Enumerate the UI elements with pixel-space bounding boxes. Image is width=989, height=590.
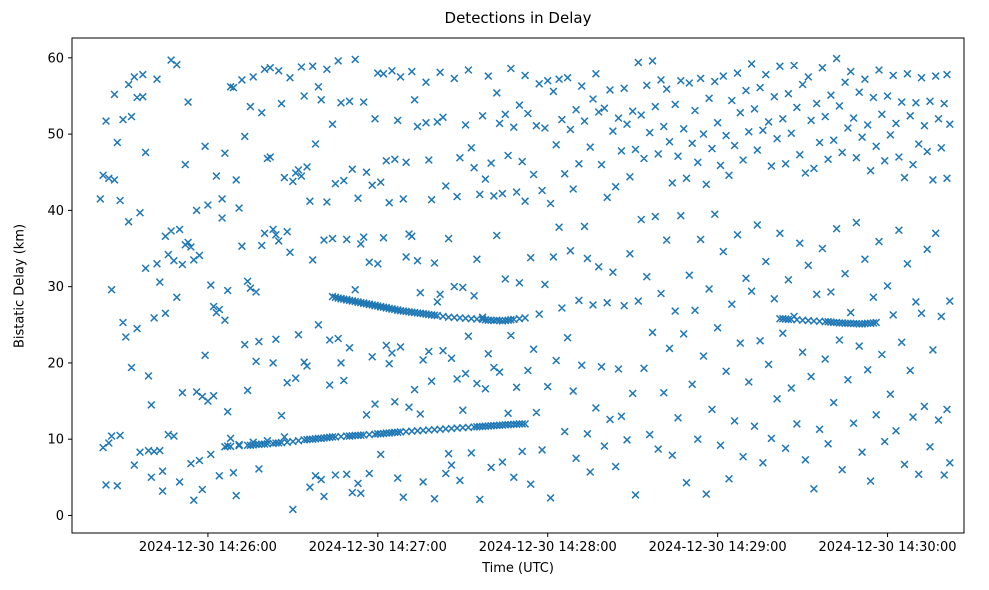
y-tick-label: 20 <box>47 356 64 371</box>
chart-title: Detections in Delay <box>444 9 592 27</box>
x-tick-label: 2024-12-30 14:26:00 <box>139 540 277 555</box>
x-tick-label: 2024-12-30 14:27:00 <box>309 540 447 555</box>
x-tick-label: 2024-12-30 14:29:00 <box>649 540 787 555</box>
axes-frame <box>71 37 965 534</box>
y-tick-label: 30 <box>47 280 64 295</box>
scatter-points <box>96 54 954 514</box>
x-tick-label: 2024-12-30 14:30:00 <box>819 540 957 555</box>
y-tick-label: 60 <box>47 51 64 66</box>
y-tick-label: 10 <box>47 433 64 448</box>
y-tick-label: 50 <box>47 128 64 143</box>
x-axis-label: Time (UTC) <box>482 561 554 576</box>
y-tick-label: 40 <box>47 204 64 219</box>
y-tick-label: 0 <box>56 509 64 524</box>
x-tick-label: 2024-12-30 14:28:00 <box>479 540 617 555</box>
